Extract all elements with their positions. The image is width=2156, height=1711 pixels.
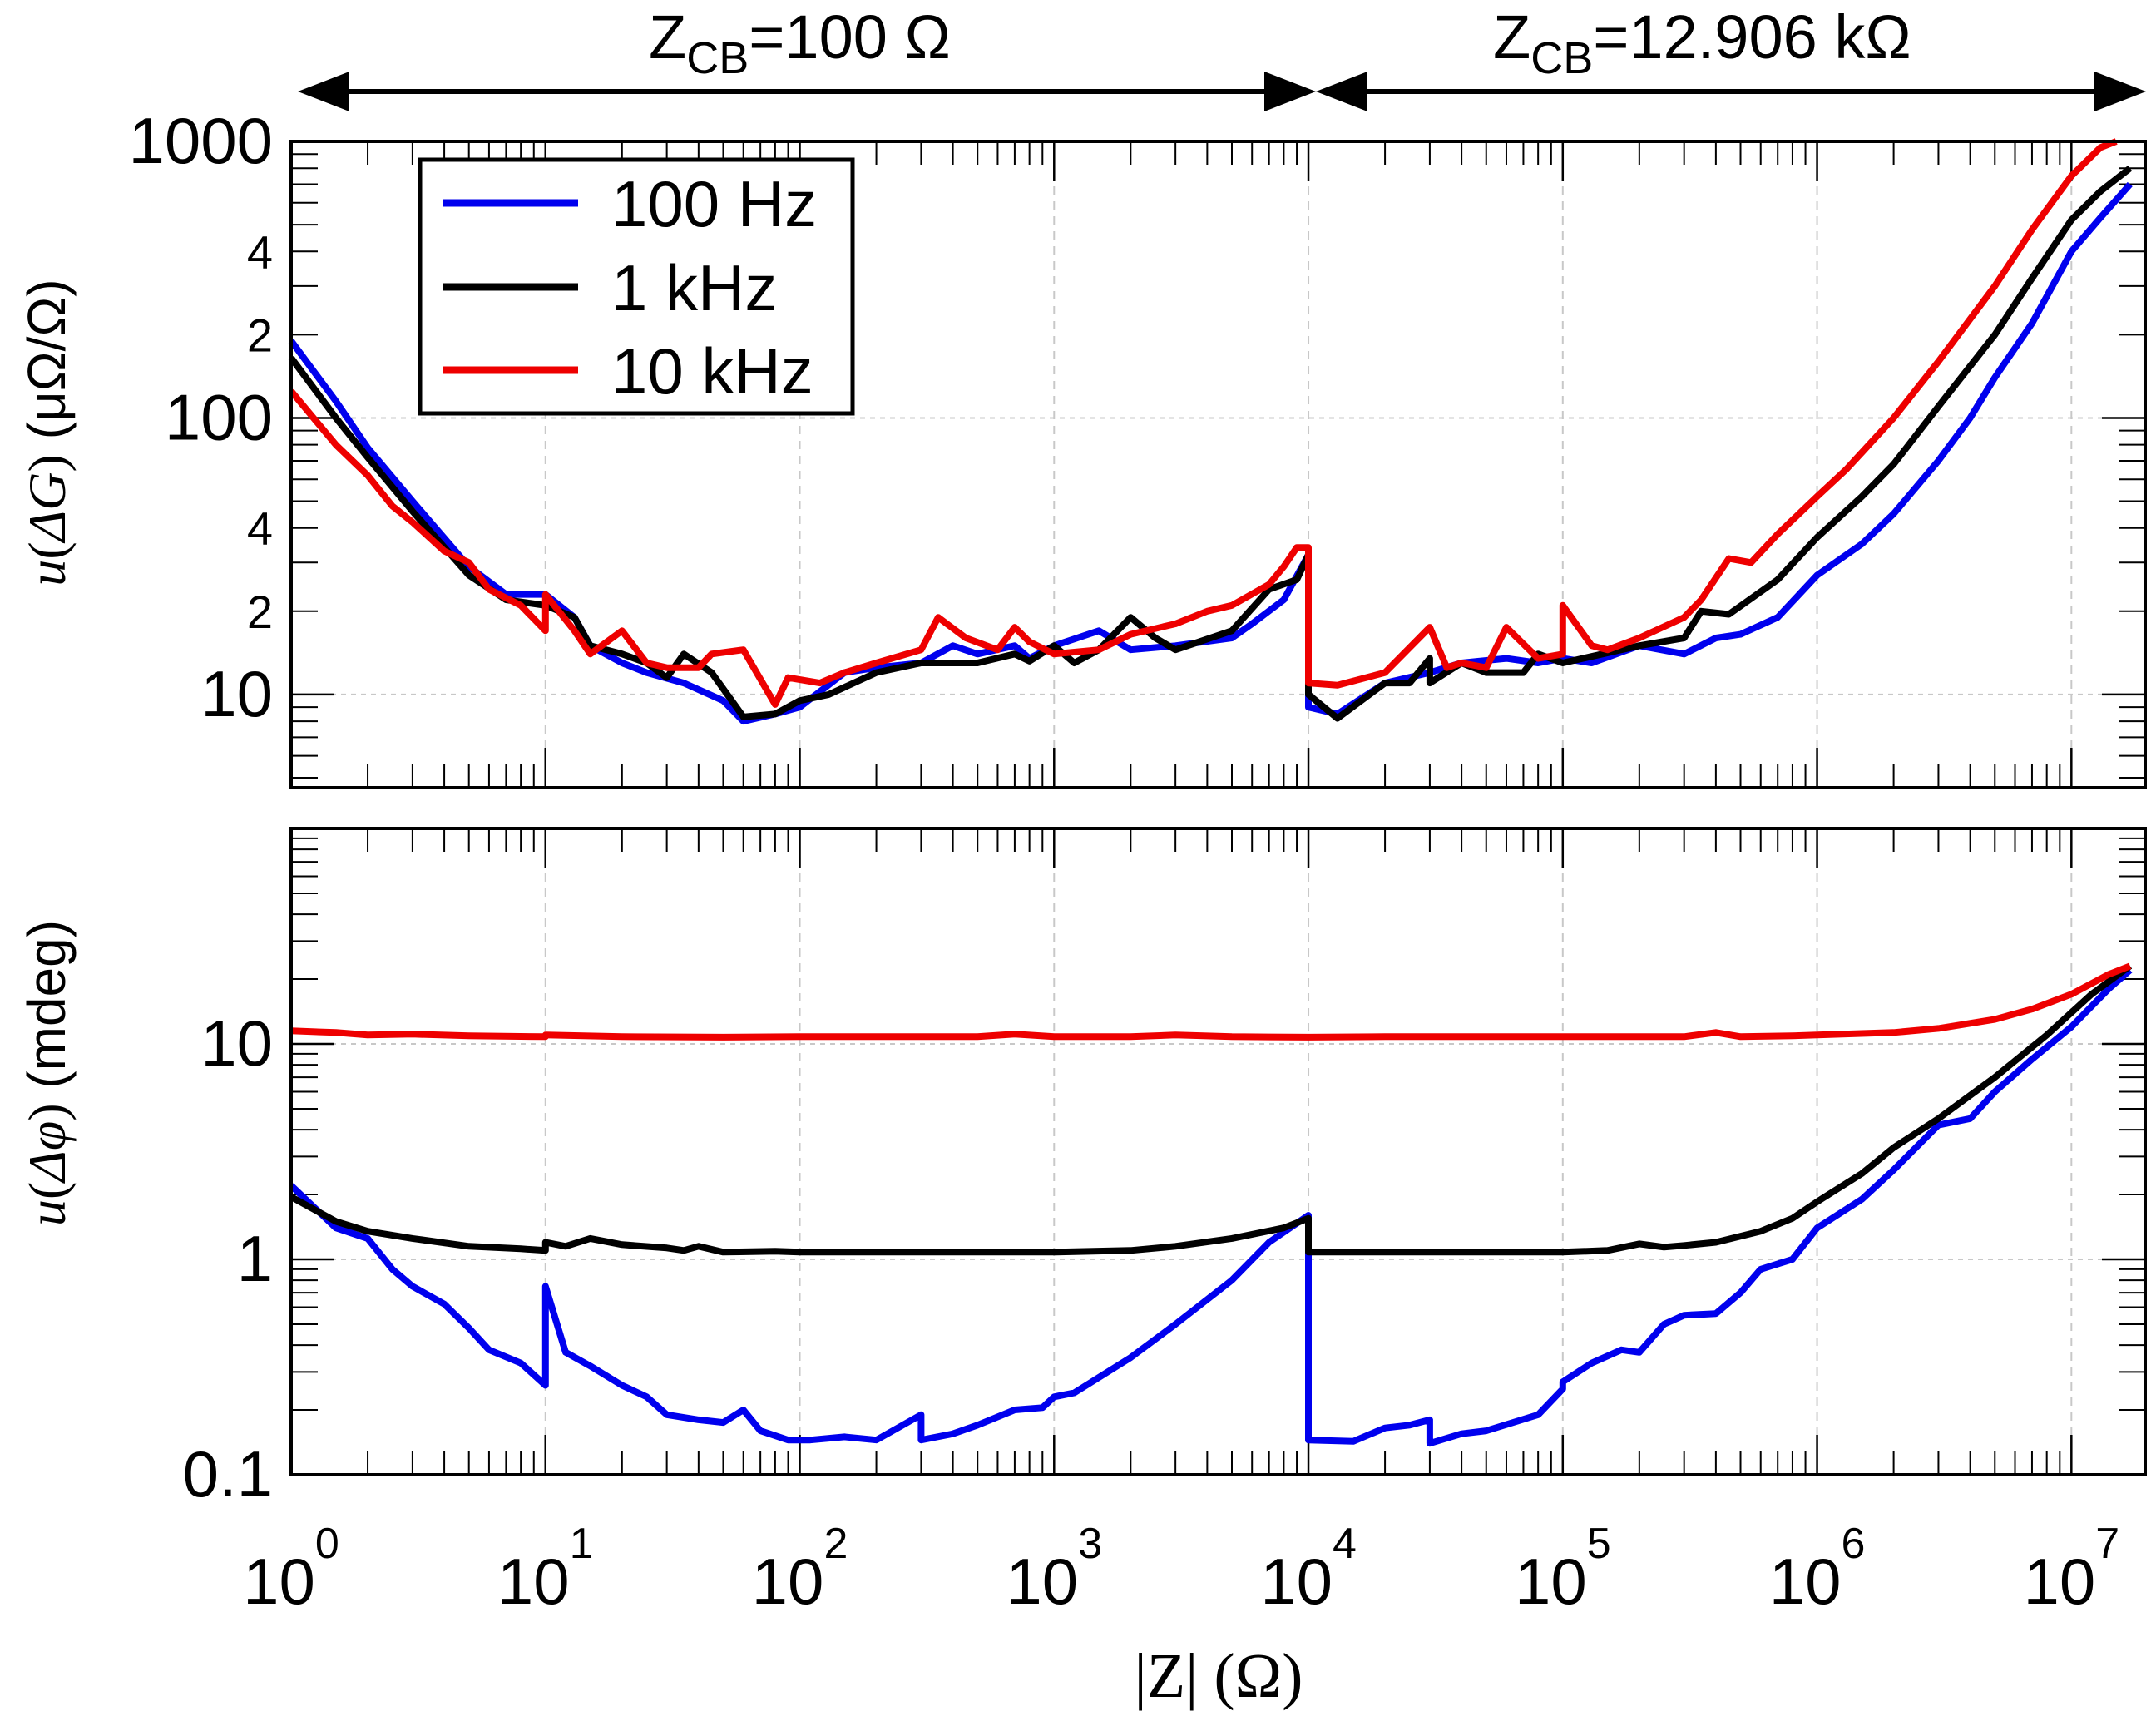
zcb-right-value: =12.906 kΩ — [1593, 2, 1911, 72]
y-tick-label: 100 — [165, 380, 273, 453]
x-tick-label: 101 — [497, 1520, 594, 1618]
region-annotation: ZCB=100 Ω ZCB=12.906 kΩ — [298, 2, 2146, 111]
bottom-series — [289, 962, 2133, 1447]
top-plot-frame — [289, 140, 2147, 789]
bottom-y-axis-title: u(Δφ) (mdeg) — [17, 920, 77, 1226]
bottom-grid — [290, 828, 2145, 1476]
bottom-minor-ticks — [289, 827, 2145, 1476]
x-tick-label: 106 — [1769, 1520, 1866, 1618]
region-arrowhead-left — [298, 72, 349, 111]
top-series — [288, 138, 2133, 725]
series-line-100-hz — [289, 967, 2133, 1447]
legend-label-10khz: 10 kHz — [611, 334, 813, 408]
x-tick-label: 104 — [1260, 1520, 1357, 1618]
series-line-10-khz — [288, 138, 2118, 708]
y-tick-label: 10 — [200, 1006, 273, 1080]
x-tick-label: 100 — [243, 1520, 339, 1618]
x-tick-label: 103 — [1006, 1520, 1102, 1618]
zcb-left-prefix: Z — [649, 2, 686, 72]
series-line-1-khz — [289, 963, 2133, 1256]
y-tick-label: 1 — [237, 1222, 273, 1295]
y-tick-label: 4 — [247, 225, 273, 278]
top-minor-ticks — [289, 140, 2145, 788]
y-tick-label: 1000 — [128, 104, 273, 177]
zcb-left-label: ZCB=100 Ω — [649, 2, 951, 83]
region-arrowhead-right — [2094, 72, 2146, 111]
x-tick-exponent: 3 — [1078, 1520, 1102, 1568]
legend: 100 Hz 1 kHz 10 kHz — [418, 157, 855, 416]
zcb-right-prefix: Z — [1493, 2, 1530, 72]
top-y-axis-title: u(ΔG) (μΩ/Ω) — [17, 279, 77, 586]
y-tick-label: 2 — [247, 309, 273, 361]
x-tick-base: 10 — [1769, 1545, 1842, 1618]
x-axis-title: |Z| (Ω) — [1135, 1641, 1303, 1711]
x-tick-exponent: 1 — [570, 1520, 594, 1568]
x-tick-exponent: 5 — [1587, 1520, 1611, 1568]
x-tick-exponent: 7 — [2095, 1520, 2119, 1568]
x-tick-exponent: 0 — [315, 1520, 339, 1568]
zcb-right-label: ZCB=12.906 kΩ — [1493, 2, 1911, 83]
x-tick-base: 10 — [1260, 1545, 1333, 1618]
x-tick-exponent: 2 — [823, 1520, 848, 1568]
x-tick-base: 10 — [1515, 1545, 1587, 1618]
region-arrowhead-mid-right — [1264, 72, 1316, 111]
x-tick-base: 10 — [752, 1545, 824, 1618]
x-tick-base: 10 — [2023, 1545, 2095, 1618]
series-line-100-hz — [288, 181, 2133, 725]
zcb-left-sub: CB — [686, 33, 749, 83]
x-tick-base: 10 — [497, 1545, 570, 1618]
panel-conductance-uncertainty: 1000 4 2 100 4 2 10 u(ΔG) (μΩ/Ω) 100 Hz 1 kHz … — [17, 104, 2147, 789]
y-tick-label: 10 — [200, 657, 273, 730]
zcb-right-sub: CB — [1530, 33, 1593, 83]
legend-label-100hz: 100 Hz — [611, 167, 817, 240]
y-tick-label: 4 — [247, 502, 273, 555]
y-tick-label: 2 — [247, 586, 273, 638]
y-tick-label: 0.1 — [183, 1437, 273, 1511]
x-tick-base: 10 — [1006, 1545, 1078, 1618]
series-line-1-khz — [288, 166, 2133, 722]
legend-label-1khz: 1 kHz — [611, 251, 777, 324]
x-tick-exponent: 6 — [1841, 1520, 1865, 1568]
x-tick-base: 10 — [243, 1545, 315, 1618]
series-line-10-khz — [290, 962, 2132, 1041]
top-y-tick-labels: 1000 4 2 100 4 2 10 — [128, 104, 273, 730]
zcb-left-value: =100 Ω — [749, 2, 951, 72]
x-tick-label: 107 — [2023, 1520, 2119, 1618]
bottom-y-tick-labels: 10 1 0.1 — [183, 1006, 273, 1511]
x-tick-exponent: 4 — [1333, 1520, 1357, 1568]
bottom-plot-frame — [289, 827, 2147, 1476]
x-tick-label: 102 — [752, 1520, 848, 1618]
x-tick-label: 105 — [1515, 1520, 1611, 1618]
